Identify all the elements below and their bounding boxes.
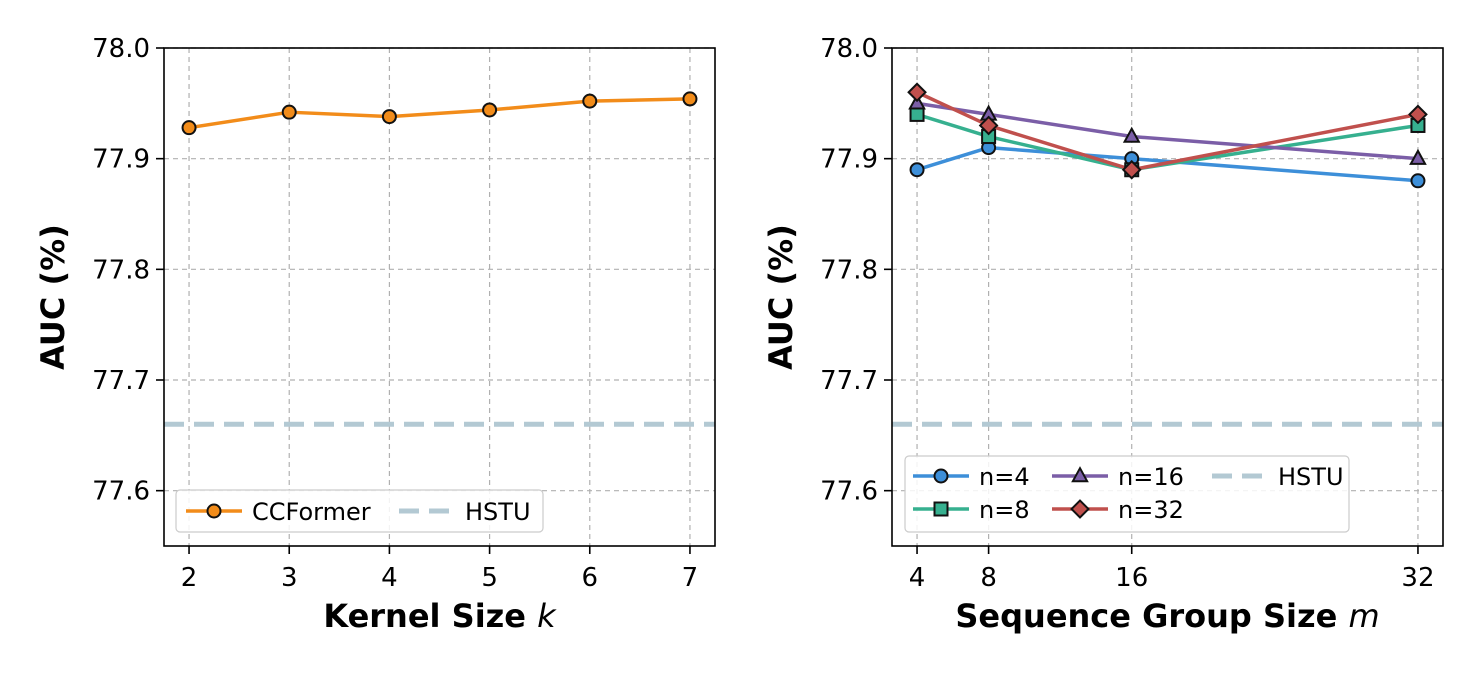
series-n-32 bbox=[916, 90, 1419, 172]
data-point bbox=[1409, 148, 1427, 165]
series-markers bbox=[907, 82, 1428, 180]
legend-label: n=4 bbox=[979, 463, 1030, 491]
x-tick-label: 7 bbox=[682, 563, 699, 593]
legend-entry: n=32 bbox=[1052, 496, 1184, 524]
series-markers bbox=[909, 140, 1426, 189]
series-line bbox=[188, 97, 690, 130]
y-tick-label: 78.0 bbox=[820, 34, 878, 64]
legend-entry: HSTU bbox=[399, 498, 531, 526]
y-tick-label: 77.7 bbox=[92, 366, 150, 396]
y-tick-label: 77.6 bbox=[92, 477, 150, 507]
chart-panel-2: 4 8 16 32 77.6 77.7 77.8 77.9 78.0 Sequence Group… bbox=[762, 34, 1444, 635]
y-tick-label: 77.9 bbox=[92, 145, 150, 175]
legend-marker bbox=[1070, 499, 1090, 519]
x-tick-label: 2 bbox=[181, 563, 198, 593]
data-point bbox=[907, 82, 927, 103]
legend-entry: HSTU bbox=[1212, 463, 1344, 491]
x-tick-label: 4 bbox=[381, 563, 398, 593]
y-axis-label: AUC (%) bbox=[762, 224, 800, 370]
legend-label: HSTU bbox=[1278, 463, 1344, 491]
legend-box bbox=[904, 455, 1350, 533]
data-point bbox=[978, 115, 999, 136]
legend-marker bbox=[206, 503, 222, 519]
legend: n=4 n=8 n=16 n=32 HSTU bbox=[904, 455, 1350, 533]
x-tick-label: 16 bbox=[1115, 563, 1148, 593]
y-tick-label: 77.9 bbox=[820, 145, 878, 175]
x-axis-label: Kernel Size k bbox=[323, 597, 557, 635]
y-tick-label: 77.8 bbox=[92, 255, 150, 285]
x-tick-label: 5 bbox=[481, 563, 498, 593]
legend: CCFormer HSTU bbox=[175, 489, 544, 533]
legend-entry: n=16 bbox=[1052, 463, 1184, 491]
series-line bbox=[916, 90, 1419, 172]
data-point bbox=[682, 91, 698, 107]
data-point bbox=[482, 102, 498, 118]
x-tick-label: 4 bbox=[909, 563, 926, 593]
data-point bbox=[909, 162, 925, 178]
legend-entry: n=8 bbox=[913, 496, 1030, 524]
legend-label: n=8 bbox=[979, 496, 1030, 524]
y-axis-label: AUC (%) bbox=[34, 224, 72, 370]
x-axis-label: Sequence Group Size m bbox=[955, 597, 1379, 635]
data-point bbox=[1121, 159, 1142, 180]
legend-marker bbox=[1071, 466, 1089, 483]
series-ccformer bbox=[188, 97, 690, 130]
axes-frame bbox=[163, 47, 716, 547]
legend-entry: CCFormer bbox=[186, 498, 371, 526]
legend-box bbox=[175, 489, 544, 533]
data-point bbox=[909, 106, 925, 122]
y-tick-label: 77.7 bbox=[820, 366, 878, 396]
data-point bbox=[181, 120, 197, 136]
legend-label: CCFormer bbox=[252, 498, 371, 526]
series-markers bbox=[908, 93, 1427, 165]
series-markers bbox=[181, 91, 698, 136]
data-point bbox=[1408, 104, 1428, 125]
x-tick-label: 32 bbox=[1401, 563, 1434, 593]
y-tick-label: 77.6 bbox=[820, 477, 878, 507]
data-point bbox=[1122, 126, 1141, 143]
x-tick-label: 3 bbox=[281, 563, 298, 593]
x-tick-label: 8 bbox=[980, 563, 997, 593]
axes-frame bbox=[891, 47, 1444, 547]
grid bbox=[164, 47, 715, 546]
legend-label: HSTU bbox=[465, 498, 531, 526]
data-point bbox=[582, 93, 598, 109]
legend-marker bbox=[933, 468, 949, 484]
y-tick-label: 78.0 bbox=[92, 34, 150, 64]
x-tick-label: 6 bbox=[581, 563, 598, 593]
legend-marker bbox=[933, 501, 949, 517]
data-point bbox=[381, 109, 397, 125]
data-point bbox=[1410, 173, 1426, 189]
data-point bbox=[281, 104, 297, 120]
legend-label: n=16 bbox=[1118, 463, 1184, 491]
y-tick-label: 77.8 bbox=[820, 255, 878, 285]
chart-panel-1: 2 3 4 5 6 7 77.6 77.7 77.8 77.9 78.0 Kernel Size k A… bbox=[34, 34, 716, 635]
legend-entry: n=4 bbox=[913, 463, 1030, 491]
legend-label: n=32 bbox=[1118, 496, 1184, 524]
